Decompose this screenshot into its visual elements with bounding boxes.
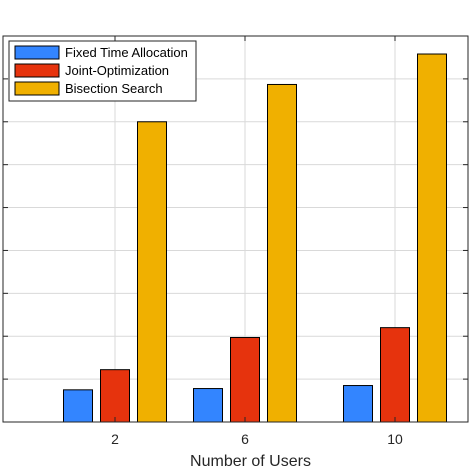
legend-label: Fixed Time Allocation — [65, 45, 188, 60]
plot-frame — [2, 35, 469, 423]
legend-label: Bisection Search — [65, 81, 163, 96]
bar-fixed-time-allocation — [193, 388, 223, 423]
bar-fixed-time-allocation — [63, 389, 93, 423]
bars — [63, 53, 447, 423]
x-tick-label: 6 — [241, 431, 249, 447]
x-axis-label: Number of Users — [190, 453, 311, 470]
bar-joint-optimization — [380, 327, 410, 423]
legend: Fixed Time Allocation Joint-Optimization B… — [8, 40, 197, 102]
bar-bisection-search — [267, 83, 297, 423]
bar-bisection-search — [137, 121, 167, 423]
x-tick-label: 10 — [387, 431, 403, 447]
legend-swatch — [14, 45, 60, 60]
legend-swatch — [14, 63, 60, 78]
legend-label: Joint-Optimization — [65, 63, 169, 78]
bar-fixed-time-allocation — [343, 385, 373, 423]
axis-ticks: 2 6 10 — [3, 35, 468, 447]
bar-bisection-search — [417, 53, 447, 423]
bar-joint-optimization — [230, 337, 260, 423]
bar-joint-optimization — [100, 369, 130, 423]
legend-swatch — [14, 81, 60, 96]
x-tick-label: 2 — [111, 431, 119, 447]
